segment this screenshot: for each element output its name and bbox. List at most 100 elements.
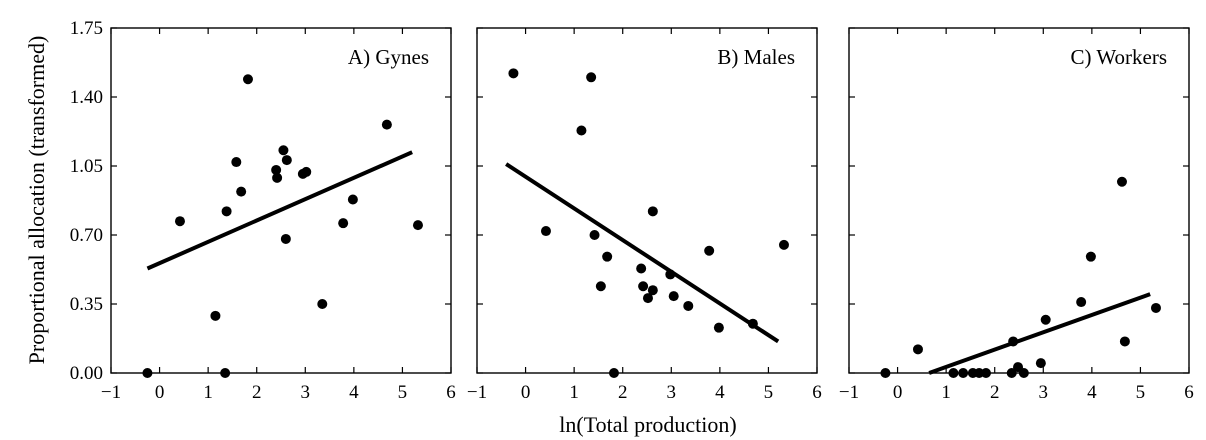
data-point	[540, 226, 551, 237]
x-tick-label: 0	[521, 382, 531, 403]
trend-line	[505, 162, 780, 344]
panels-group: 0.00 0.35 0.70 1.05 1.40 1.75 −1 0 1 2 3 4 5 6 A) Gyne…	[70, 18, 1194, 403]
data-point	[272, 172, 283, 183]
data-point	[665, 269, 676, 280]
panel-title: C) Workers	[1071, 45, 1168, 69]
x-tick-label: 2	[252, 382, 262, 403]
data-point	[338, 218, 349, 229]
y-tick-label: 0.35	[70, 294, 103, 315]
data-point	[280, 233, 291, 244]
data-point	[912, 344, 923, 355]
data-point	[683, 300, 694, 311]
data-point	[636, 263, 647, 274]
x-tick-label: 4	[1087, 382, 1097, 403]
data-point	[704, 245, 715, 256]
data-point	[347, 194, 358, 205]
x-tick-label: 1	[941, 382, 951, 403]
data-point	[958, 368, 969, 378]
y-tick-label: 1.40	[70, 87, 103, 108]
x-tick-label: 1	[569, 382, 579, 403]
y-tick-label: 0.00	[70, 363, 103, 384]
x-tick-label: 5	[764, 382, 774, 403]
data-point	[221, 206, 232, 217]
x-tick-label: −1	[101, 382, 121, 403]
trend-line	[146, 150, 413, 271]
data-point	[747, 318, 758, 329]
data-point	[713, 322, 724, 333]
data-point	[948, 368, 959, 378]
x-tick-label: −1	[467, 382, 487, 403]
data-point	[647, 285, 658, 296]
panel-title: A) Gynes	[348, 45, 429, 69]
data-point	[1040, 314, 1051, 325]
x-axis-title: ln(Total production)	[559, 412, 736, 437]
data-point	[508, 68, 519, 79]
plot-frame	[848, 27, 1190, 374]
data-point	[1076, 297, 1087, 308]
data-point	[278, 145, 289, 156]
data-point	[1116, 176, 1127, 187]
x-tick-label: 3	[301, 382, 311, 403]
data-point	[880, 368, 891, 378]
data-point	[1150, 302, 1161, 313]
data-point	[642, 293, 653, 304]
data-point	[242, 74, 253, 85]
x-tick-label: −1	[839, 382, 859, 403]
data-point	[231, 157, 242, 168]
data-point	[412, 220, 423, 231]
data-point	[586, 72, 597, 83]
data-point	[1006, 368, 1017, 378]
data-point	[301, 166, 312, 177]
trend-line	[928, 292, 1151, 375]
data-point	[317, 299, 328, 309]
data-point	[174, 216, 185, 227]
plot-frame	[476, 27, 818, 374]
x-tick-label: 6	[1184, 382, 1194, 403]
data-point	[576, 125, 587, 136]
x-tick-label: 5	[1136, 382, 1146, 403]
data-point	[381, 119, 392, 130]
data-point	[668, 291, 679, 302]
data-point	[589, 230, 600, 240]
data-point	[602, 251, 613, 262]
data-point	[220, 368, 231, 378]
x-tick-label: 0	[893, 382, 903, 403]
panel-2: −1 0 1 2 3 4 5 6 B) Males	[467, 27, 822, 403]
y-tick-label: 0.70	[70, 225, 103, 246]
x-tick-label: 2	[618, 382, 628, 403]
data-point	[980, 368, 991, 378]
data-point	[281, 155, 292, 166]
data-point	[595, 281, 606, 292]
data-point	[638, 281, 649, 292]
data-point	[778, 239, 789, 250]
x-tick-label: 3	[1039, 382, 1049, 403]
x-tick-label: 3	[667, 382, 677, 403]
plot-frame	[110, 27, 452, 374]
data-point	[1035, 358, 1046, 369]
data-point	[647, 206, 658, 217]
x-tick-label: 2	[990, 382, 1000, 403]
x-tick-label: 5	[398, 382, 408, 403]
panel-title: B) Males	[717, 45, 795, 69]
x-tick-label: 4	[349, 382, 359, 403]
data-point	[1018, 368, 1029, 378]
x-tick-label: 6	[446, 382, 456, 403]
x-tick-label: 4	[715, 382, 725, 403]
data-point	[1085, 251, 1096, 262]
x-tick-label: 1	[203, 382, 213, 403]
data-point	[608, 368, 619, 378]
data-point	[271, 164, 282, 175]
data-point	[1119, 336, 1130, 347]
y-tick-label: 1.75	[70, 18, 103, 39]
panel-1: 0.00 0.35 0.70 1.05 1.40 1.75 −1 0 1 2 3 4 5 6 A) Gyne…	[70, 18, 456, 403]
panel-3: −1 0 1 2 3 4 5 6 C) Workers	[839, 27, 1194, 403]
data-point	[210, 310, 221, 321]
data-point	[236, 186, 247, 197]
y-tick-label: 1.05	[70, 156, 103, 177]
y-axis-title: Proportional allocation (transformed)	[24, 36, 49, 365]
x-tick-label: 0	[155, 382, 165, 403]
data-point	[142, 368, 153, 378]
x-tick-label: 6	[812, 382, 822, 403]
data-point	[1008, 336, 1019, 347]
